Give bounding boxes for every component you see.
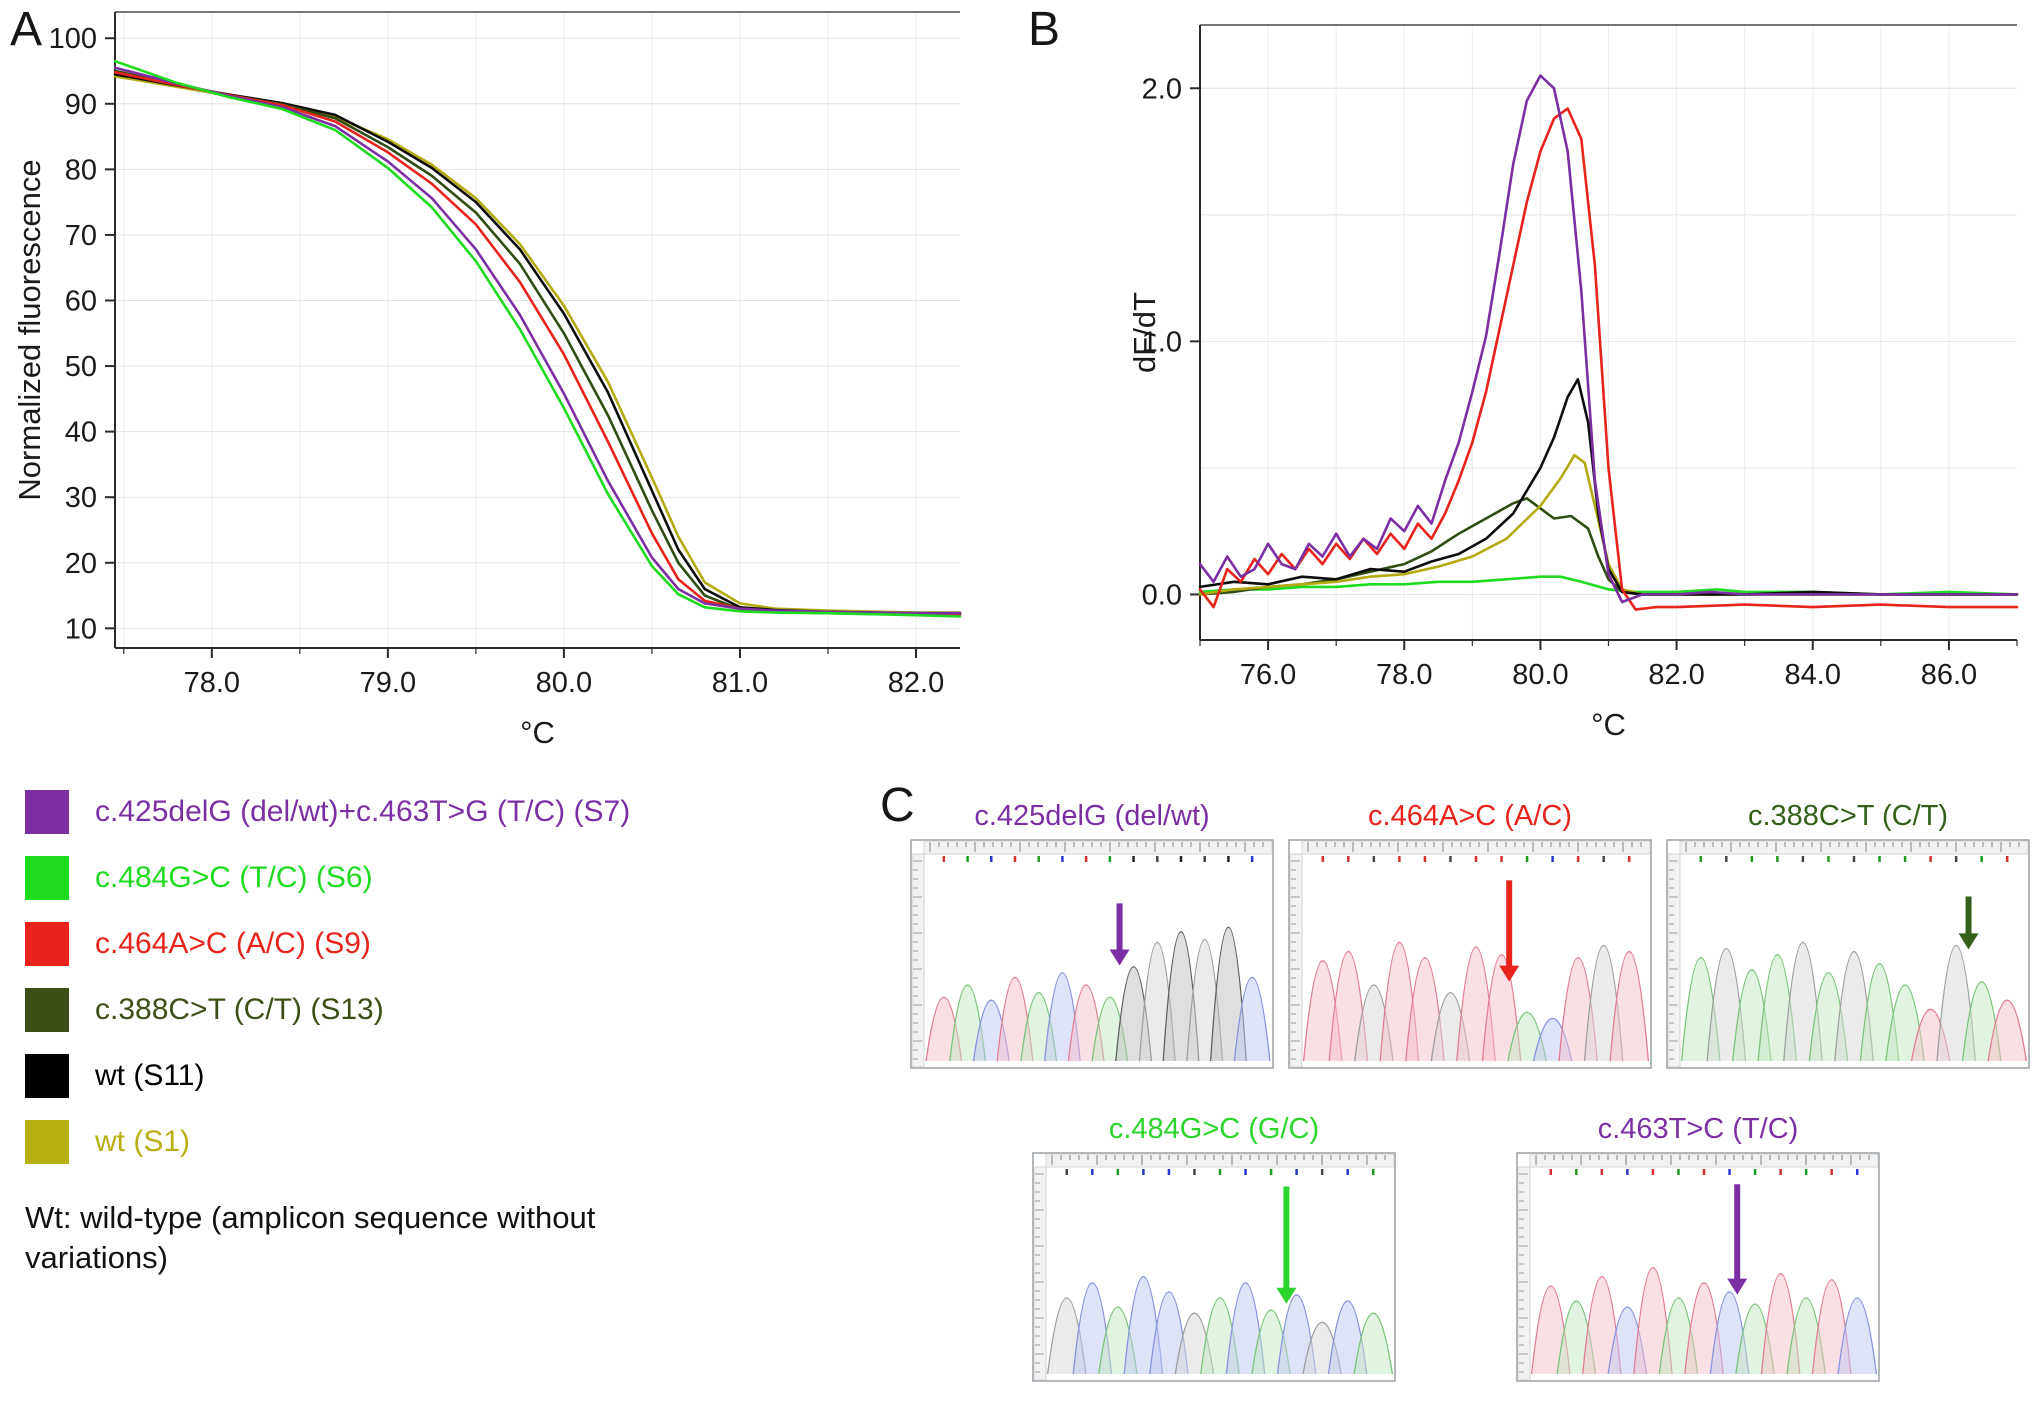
panel-c: C c.425delG (del/wt) c.464A>C (A/C) c.38… (880, 772, 2032, 1408)
svg-text:2.0: 2.0 (1142, 73, 1182, 105)
svg-text:°C: °C (1591, 707, 1626, 742)
legend-color-swatch (25, 790, 69, 834)
svg-text:60: 60 (65, 285, 97, 317)
svg-text:0.0: 0.0 (1142, 579, 1182, 611)
legend-item: c.425delG (del/wt)+c.463T>G (T/C) (S7) (25, 790, 865, 834)
svg-text:Normalized fluorescence: Normalized fluorescence (12, 159, 47, 500)
legend-color-swatch (25, 988, 69, 1032)
chromatogram-row: c.484G>C (G/C) c.463T>C (T/C) (880, 1113, 2032, 1382)
svg-text:78.0: 78.0 (1376, 659, 1432, 691)
legend-item: c.464A>C (A/C) (S9) (25, 922, 865, 966)
chromatogram-title: c.388C>T (C/T) (1747, 800, 1949, 832)
svg-text:1.0: 1.0 (1142, 326, 1182, 358)
svg-text:50: 50 (65, 351, 97, 383)
legend-item: c.388C>T (C/T) (S13) (25, 988, 865, 1032)
chromatogram-trace (1032, 1152, 1396, 1382)
svg-text:80: 80 (65, 154, 97, 186)
svg-text:90: 90 (65, 89, 97, 121)
legend-label: c.388C>T (C/T) (S13) (95, 993, 384, 1026)
legend-item: wt (S11) (25, 1054, 865, 1098)
svg-text:82.0: 82.0 (888, 667, 944, 699)
legend-color-swatch (25, 1120, 69, 1164)
legend-color-swatch (25, 922, 69, 966)
panel-c-label: C (880, 779, 915, 832)
legend: c.425delG (del/wt)+c.463T>G (T/C) (S7) c… (25, 790, 865, 1279)
legend-label: wt (S11) (95, 1059, 205, 1092)
legend-item: wt (S1) (25, 1120, 865, 1164)
chromatogram-trace (1288, 839, 1652, 1069)
legend-label: c.464A>C (A/C) (S9) (95, 927, 371, 960)
chromatogram-row: c.425delG (del/wt) c.464A>C (A/C) c.388C… (910, 800, 2032, 1069)
panel-a-label: A (10, 3, 43, 56)
chromatogram: c.463T>C (T/C) (1516, 1113, 1880, 1382)
chromatogram-title: c.484G>C (G/C) (1108, 1113, 1320, 1145)
svg-text:°C: °C (520, 715, 555, 750)
svg-text:79.0: 79.0 (360, 667, 416, 699)
svg-text:78.0: 78.0 (184, 667, 240, 699)
chromatogram-title: c.463T>C (T/C) (1597, 1113, 1799, 1145)
chromatogram-trace (1666, 839, 2030, 1069)
svg-text:84.0: 84.0 (1785, 659, 1841, 691)
chromatogram-title: c.464A>C (A/C) (1368, 800, 1572, 832)
svg-text:80.0: 80.0 (536, 667, 592, 699)
derivative-peak-chart: 76.0 78.0 80.0 82.0 84.0 86.0 0.0 1.0 2.0 °C dF/dT (1127, 24, 2019, 742)
svg-text:80.0: 80.0 (1512, 659, 1568, 691)
chromatogram-title: c.425delG (del/wt) (974, 800, 1210, 832)
melt-curve-chart: 78.0 79.0 80.0 81.0 82.0 10 20 30 40 50 60 70 80 90 10… (12, 11, 962, 750)
chromatogram: c.484G>C (G/C) (1032, 1113, 1396, 1382)
legend-item: c.484G>C (T/C) (S6) (25, 856, 865, 900)
svg-text:30: 30 (65, 482, 97, 514)
chromatogram: c.425delG (del/wt) (910, 800, 1274, 1069)
svg-text:70: 70 (65, 220, 97, 252)
svg-text:dF/dT: dF/dT (1127, 292, 1162, 373)
chromatogram-trace (910, 839, 1274, 1069)
chromatogram-trace (1516, 1152, 1880, 1382)
chromatogram: c.388C>T (C/T) (1666, 800, 2030, 1069)
svg-text:86.0: 86.0 (1921, 659, 1977, 691)
svg-text:76.0: 76.0 (1240, 659, 1296, 691)
legend-label: c.425delG (del/wt)+c.463T>G (T/C) (S7) (95, 795, 631, 828)
legend-color-swatch (25, 1054, 69, 1098)
legend-label: wt (S1) (95, 1125, 191, 1158)
panel-b-label: B (1028, 3, 1061, 56)
legend-color-swatch (25, 856, 69, 900)
svg-text:82.0: 82.0 (1648, 659, 1704, 691)
svg-text:100: 100 (49, 23, 97, 55)
chromatogram: c.464A>C (A/C) (1288, 800, 1652, 1069)
legend-label: c.484G>C (T/C) (S6) (95, 861, 373, 894)
svg-text:81.0: 81.0 (712, 667, 768, 699)
svg-text:20: 20 (65, 548, 97, 580)
svg-text:10: 10 (65, 613, 97, 645)
svg-text:40: 40 (65, 417, 97, 449)
legend-note: Wt: wild-type (amplicon sequence without… (25, 1200, 596, 1276)
